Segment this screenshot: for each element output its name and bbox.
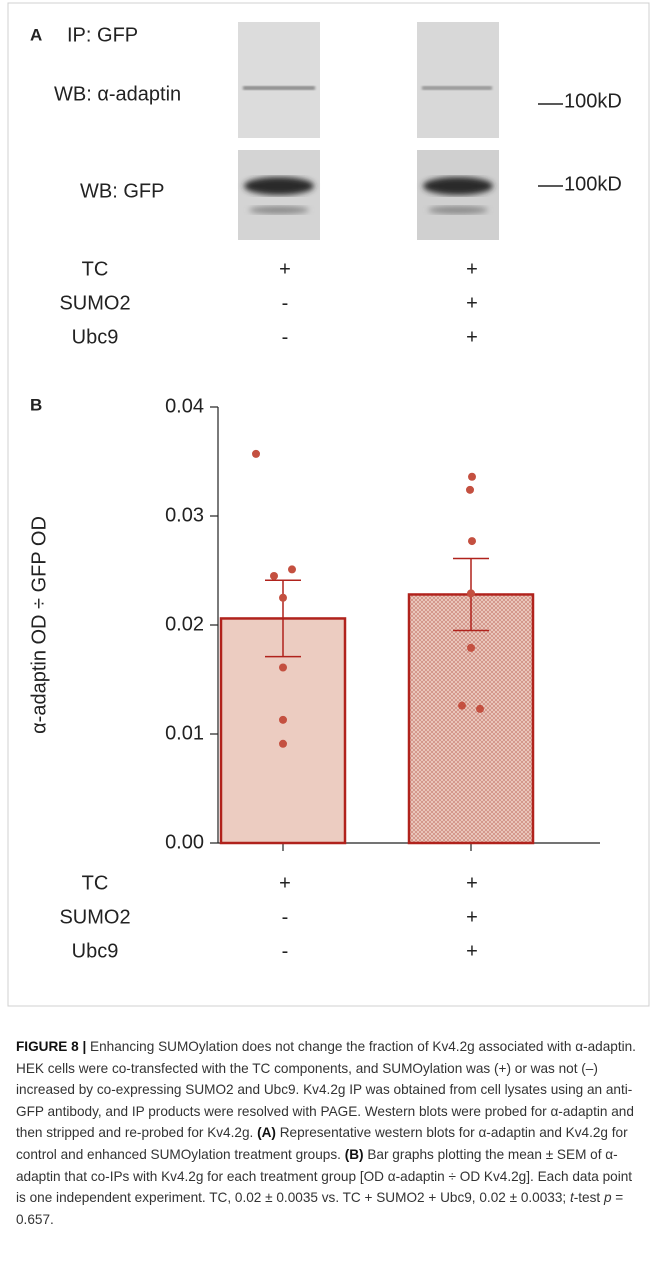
data-point	[458, 702, 466, 710]
condition-name: TC	[82, 872, 109, 894]
caption-label: FIGURE 8 |	[16, 1039, 86, 1054]
data-point	[468, 473, 476, 481]
condition-mark: +	[466, 906, 478, 928]
condition-mark: +	[466, 326, 478, 348]
figure: A IP: GFP WB: α-adaptin WB: GFP 100kD 10…	[0, 0, 657, 1010]
y-axis-label: α-adaptin OD ÷ GFP OD	[28, 516, 50, 734]
y-tick-label: 0.04	[165, 395, 204, 417]
caption-text: -test	[574, 1190, 604, 1205]
blot-label: WB: α-adaptin	[54, 83, 181, 105]
data-point	[279, 594, 287, 602]
marker-label: 100kD	[564, 90, 622, 112]
condition-mark: -	[282, 292, 289, 314]
panel-label: B	[30, 395, 42, 414]
bar	[409, 594, 533, 843]
y-tick-label: 0.01	[165, 722, 204, 744]
page: A IP: GFP WB: α-adaptin WB: GFP 100kD 10…	[0, 0, 657, 1281]
data-point	[279, 716, 287, 724]
condition-name: Ubc9	[72, 940, 119, 962]
data-point	[466, 486, 474, 494]
condition-mark: +	[466, 292, 478, 314]
data-point	[467, 589, 475, 597]
marker-label: 100kD	[564, 173, 622, 195]
data-point	[279, 740, 287, 748]
condition-mark: +	[466, 872, 478, 894]
blot-gfp	[238, 150, 499, 240]
condition-name: SUMO2	[59, 292, 130, 314]
condition-mark: +	[279, 872, 291, 894]
caption-text: p	[604, 1190, 612, 1205]
condition-mark: +	[466, 940, 478, 962]
condition-mark: -	[282, 906, 289, 928]
data-point	[467, 644, 475, 652]
plot: TC + + SUMO2 - + Ubc9 - + TC + + SUMO2 - + Ubc9 - +0.00 0.…	[59, 258, 600, 962]
condition-mark: +	[466, 258, 478, 280]
blot-label: WB: GFP	[80, 180, 164, 202]
condition-name: Ubc9	[72, 326, 119, 348]
data-point	[270, 572, 278, 580]
blot-adaptin	[238, 22, 499, 138]
data-point	[476, 705, 484, 713]
condition-name: SUMO2	[59, 906, 130, 928]
data-point	[279, 664, 287, 672]
condition-mark: +	[279, 258, 291, 280]
caption-text: (B)	[345, 1147, 364, 1162]
y-tick-label: 0.03	[165, 504, 204, 526]
condition-name: TC	[82, 258, 109, 280]
panel-label: A	[30, 25, 42, 44]
ip-label: IP: GFP	[67, 24, 138, 46]
data-point	[468, 537, 476, 545]
caption: FIGURE 8 | Enhancing SUMOylation does no…	[16, 1036, 642, 1230]
caption-text: (A)	[257, 1125, 276, 1140]
condition-mark: -	[282, 940, 289, 962]
figure-frame	[8, 3, 649, 1006]
y-tick-label: 0.00	[165, 831, 204, 853]
data-point	[288, 565, 296, 573]
y-tick-label: 0.02	[165, 613, 204, 635]
condition-mark: -	[282, 326, 289, 348]
data-point	[252, 450, 260, 458]
